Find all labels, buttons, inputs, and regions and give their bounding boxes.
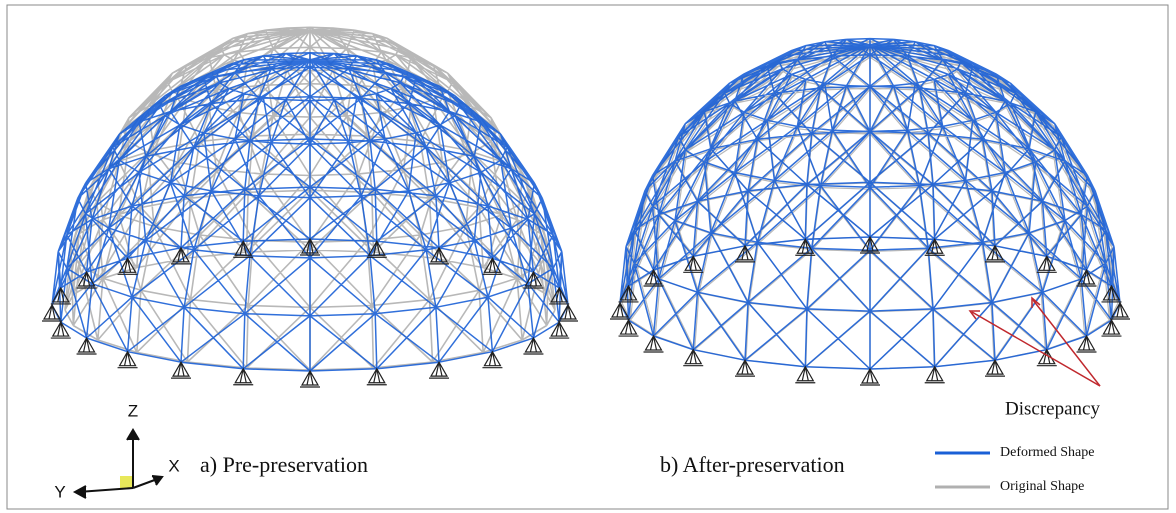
- axis-z: Z: [128, 401, 138, 420]
- axis-x: X: [168, 456, 179, 475]
- panel-label: b) After-preservation: [660, 452, 845, 477]
- figure: Z X Y a) Pre-preservation b) After-prese…: [0, 0, 1176, 513]
- axis-y: Y: [54, 482, 65, 501]
- annotation: Discrepancy: [1005, 398, 1100, 419]
- legend-label: Original Shape: [1000, 479, 1084, 494]
- legend-label: Deformed Shape: [1000, 445, 1094, 460]
- panel-label: a) Pre-preservation: [200, 452, 368, 477]
